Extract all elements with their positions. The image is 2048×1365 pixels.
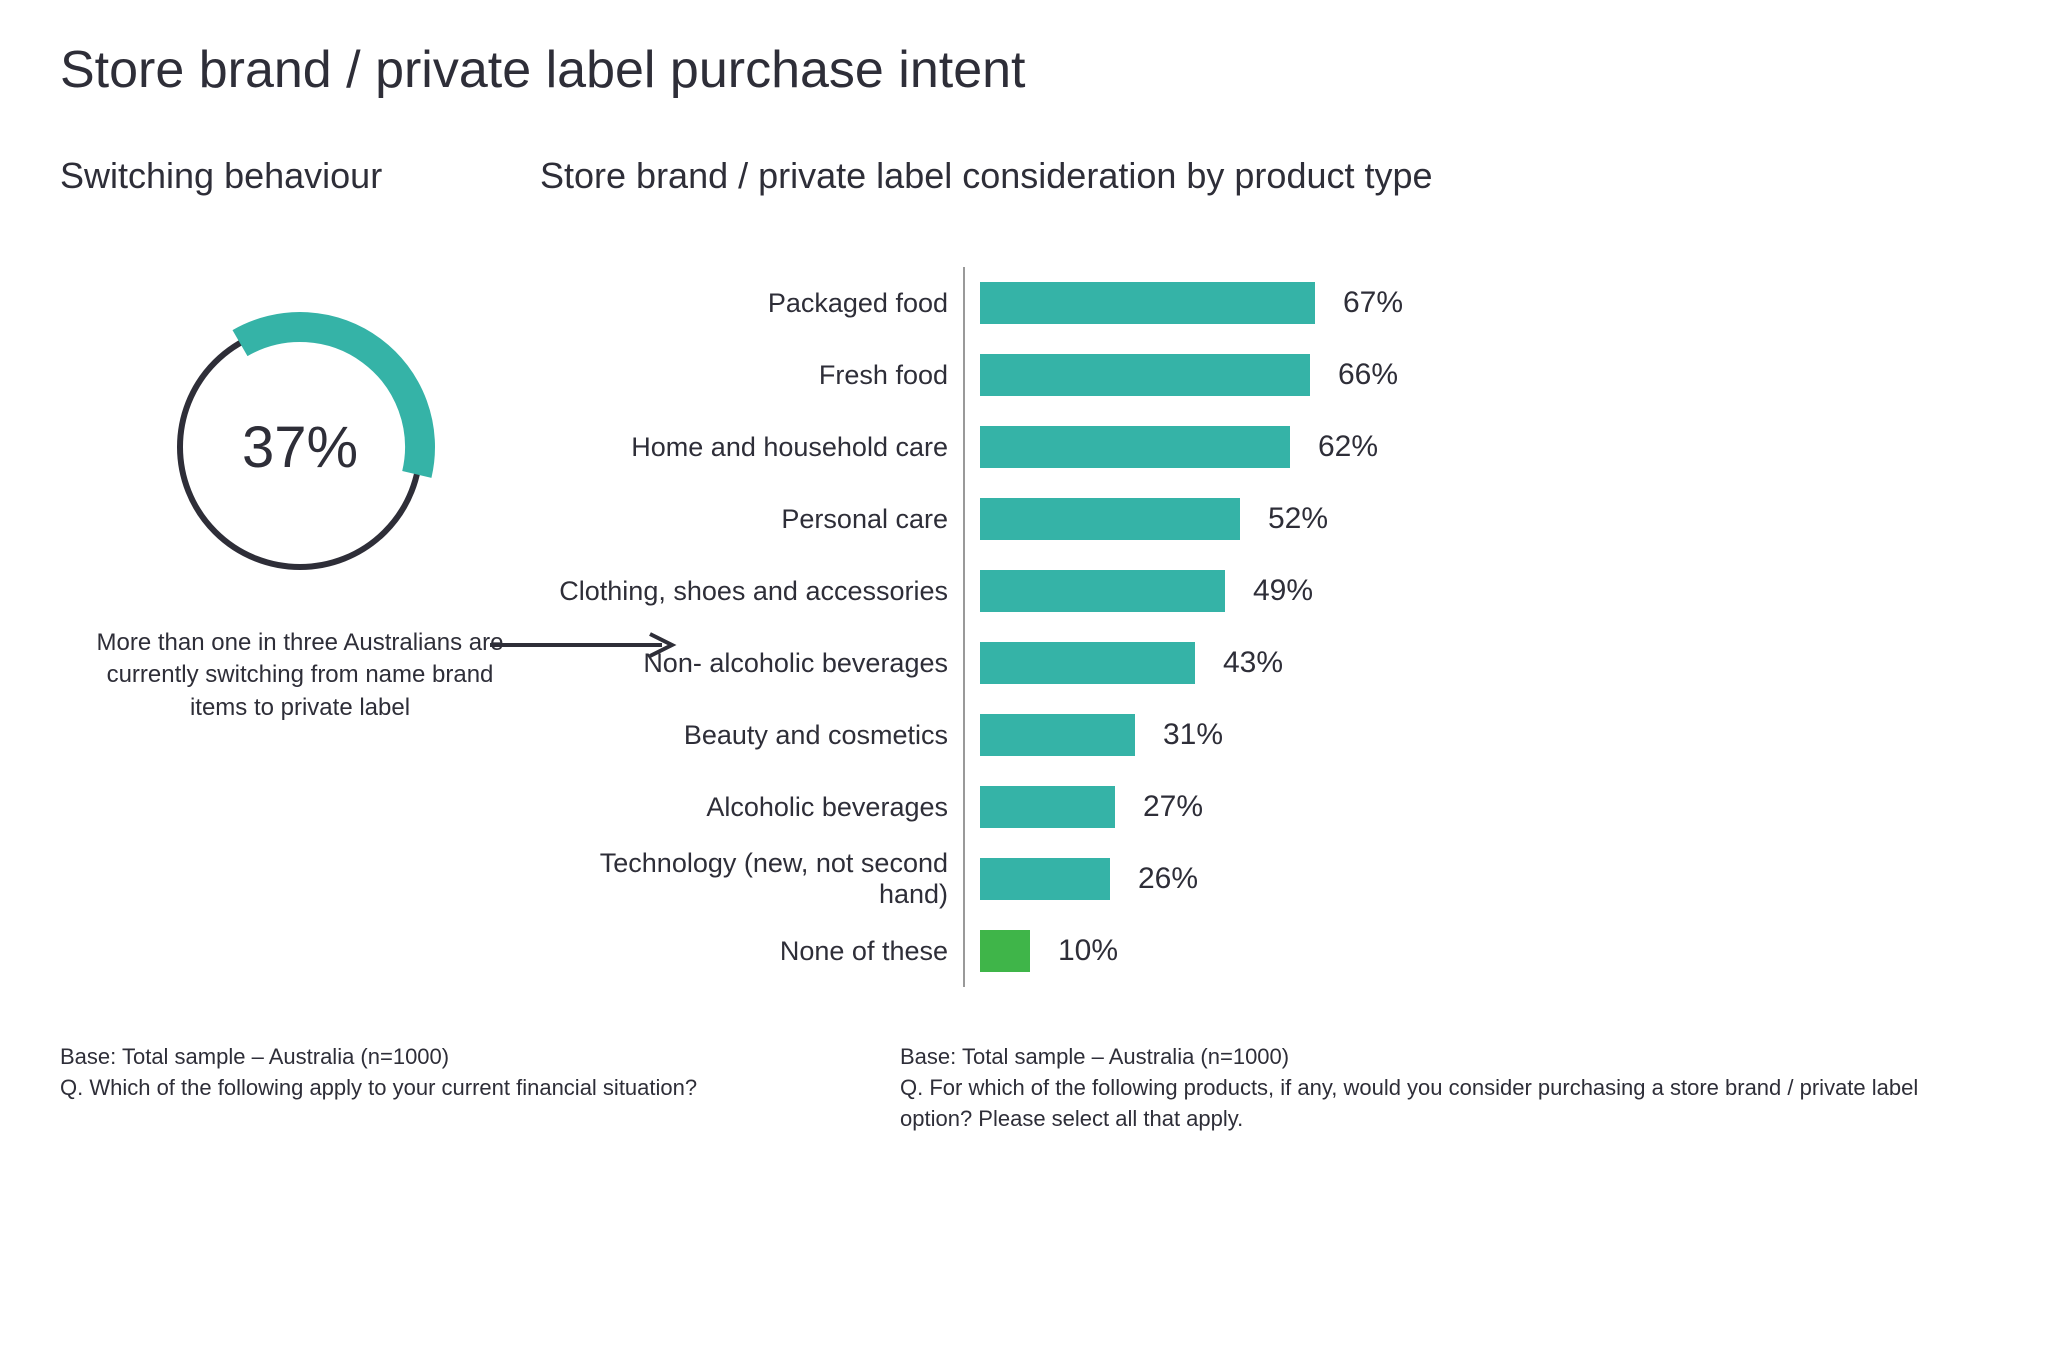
- bar-fill: [980, 786, 1115, 828]
- bar-value: 43%: [1223, 646, 1283, 680]
- bar-value: 26%: [1138, 862, 1198, 896]
- bar-value: 31%: [1163, 718, 1223, 752]
- bar-fill: [980, 930, 1030, 972]
- consideration-panel: Store brand / private label consideratio…: [540, 155, 1988, 987]
- donut-caption: More than one in three Australians are c…: [90, 627, 510, 724]
- bar-value: 67%: [1343, 286, 1403, 320]
- bar-label: Alcoholic beverages: [540, 792, 948, 823]
- bar-value: 62%: [1318, 430, 1378, 464]
- footnotes: Base: Total sample – Australia (n=1000) …: [60, 1042, 1988, 1134]
- bar-label: None of these: [540, 936, 948, 967]
- bar-label: Clothing, shoes and accessories: [540, 576, 948, 607]
- bar-label-row: Beauty and cosmetics: [540, 699, 948, 771]
- switching-heading: Switching behaviour: [60, 155, 540, 197]
- bar-label: Personal care: [540, 504, 948, 535]
- arrow-icon: [490, 630, 680, 660]
- bar-fill: [980, 858, 1110, 900]
- bar-row: 49%: [980, 555, 1988, 627]
- bar-value: 52%: [1268, 502, 1328, 536]
- bar-label-row: Technology (new, not second hand): [540, 843, 948, 915]
- bar-label: Fresh food: [540, 360, 948, 391]
- bar-fill: [980, 642, 1195, 684]
- page-title: Store brand / private label purchase int…: [60, 40, 1988, 100]
- bar-label: Packaged food: [540, 288, 948, 319]
- bar-value: 49%: [1253, 574, 1313, 608]
- bar-label: Beauty and cosmetics: [540, 720, 948, 751]
- bar-label-row: Clothing, shoes and accessories: [540, 555, 948, 627]
- bar-fill: [980, 354, 1310, 396]
- bar-label-row: Packaged food: [540, 267, 948, 339]
- footnote-right-q: Q. For which of the following products, …: [900, 1073, 1988, 1135]
- bar-row: 26%: [980, 843, 1988, 915]
- footnote-right-base: Base: Total sample – Australia (n=1000): [900, 1042, 1988, 1073]
- bar-label-row: None of these: [540, 915, 948, 987]
- bar-fill: [980, 570, 1225, 612]
- bar-label-row: Alcoholic beverages: [540, 771, 948, 843]
- bar-value: 27%: [1143, 790, 1203, 824]
- bar-fill: [980, 714, 1135, 756]
- footnote-left-base: Base: Total sample – Australia (n=1000): [60, 1042, 860, 1073]
- switching-behaviour-panel: Switching behaviour 37% More than one in…: [60, 155, 540, 987]
- bar-value: 10%: [1058, 934, 1118, 968]
- bar-row: 27%: [980, 771, 1988, 843]
- bar-label-row: Home and household care: [540, 411, 948, 483]
- consideration-heading: Store brand / private label consideratio…: [540, 155, 1988, 197]
- bar-fill: [980, 426, 1290, 468]
- bar-row: 66%: [980, 339, 1988, 411]
- bar-row: 31%: [980, 699, 1988, 771]
- bar-fill: [980, 282, 1315, 324]
- footnote-left-q: Q. Which of the following apply to your …: [60, 1073, 860, 1104]
- bar-row: 67%: [980, 267, 1988, 339]
- bar-label-row: Fresh food: [540, 339, 948, 411]
- bar-label: Technology (new, not second hand): [540, 848, 948, 910]
- bar-row: 52%: [980, 483, 1988, 555]
- donut-chart: 37%: [150, 297, 450, 597]
- bar-row: 62%: [980, 411, 1988, 483]
- donut-value: 37%: [150, 297, 450, 597]
- bar-label: Home and household care: [540, 432, 948, 463]
- bar-label-row: Personal care: [540, 483, 948, 555]
- bar-row: 10%: [980, 915, 1988, 987]
- bar-chart: Packaged food Fresh food Home and househol…: [540, 267, 1988, 987]
- bar-value: 66%: [1338, 358, 1398, 392]
- bar-row: 43%: [980, 627, 1988, 699]
- bar-fill: [980, 498, 1240, 540]
